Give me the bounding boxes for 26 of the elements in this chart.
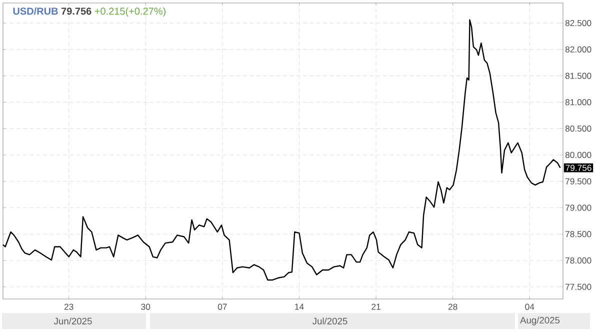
- y-tick-label: 80.500: [565, 126, 592, 132]
- x-tick-label: 14: [295, 304, 304, 310]
- x-tick-label: 28: [448, 304, 458, 310]
- line-series: [2, 19, 561, 281]
- y-tick-label: 78.000: [565, 257, 592, 264]
- x-tick-label: 07: [218, 304, 227, 310]
- text: Aug/2025: [520, 316, 560, 326]
- y-tick-label: 82.000: [565, 46, 592, 52]
- x-tick-label: 23: [64, 304, 74, 310]
- chart-subtitle: 79.756: [61, 8, 92, 15]
- y-tick-label: 77.500: [565, 284, 592, 290]
- chart-title: USD/RUB: [13, 7, 58, 15]
- annotation: 79.756: [566, 164, 592, 171]
- y-tick-label: 80.000: [565, 152, 592, 158]
- y-tick-label: 82.500: [565, 20, 592, 26]
- text: Jun/2025: [54, 318, 92, 324]
- y-tick-label: 78.500: [565, 231, 592, 238]
- y-tick-label: 81.500: [565, 72, 592, 79]
- x-tick-label: 04: [525, 304, 534, 310]
- x-tick-label: 30: [141, 304, 150, 310]
- text: Jul/2025: [312, 318, 348, 324]
- y-tick-label: 81.000: [565, 99, 592, 106]
- y-tick-label: 79.000: [565, 204, 592, 211]
- annotation: +0.215(+0.27%): [94, 7, 166, 17]
- x-tick-label: 21: [372, 304, 380, 310]
- y-tick-label: 79.500: [565, 178, 592, 184]
